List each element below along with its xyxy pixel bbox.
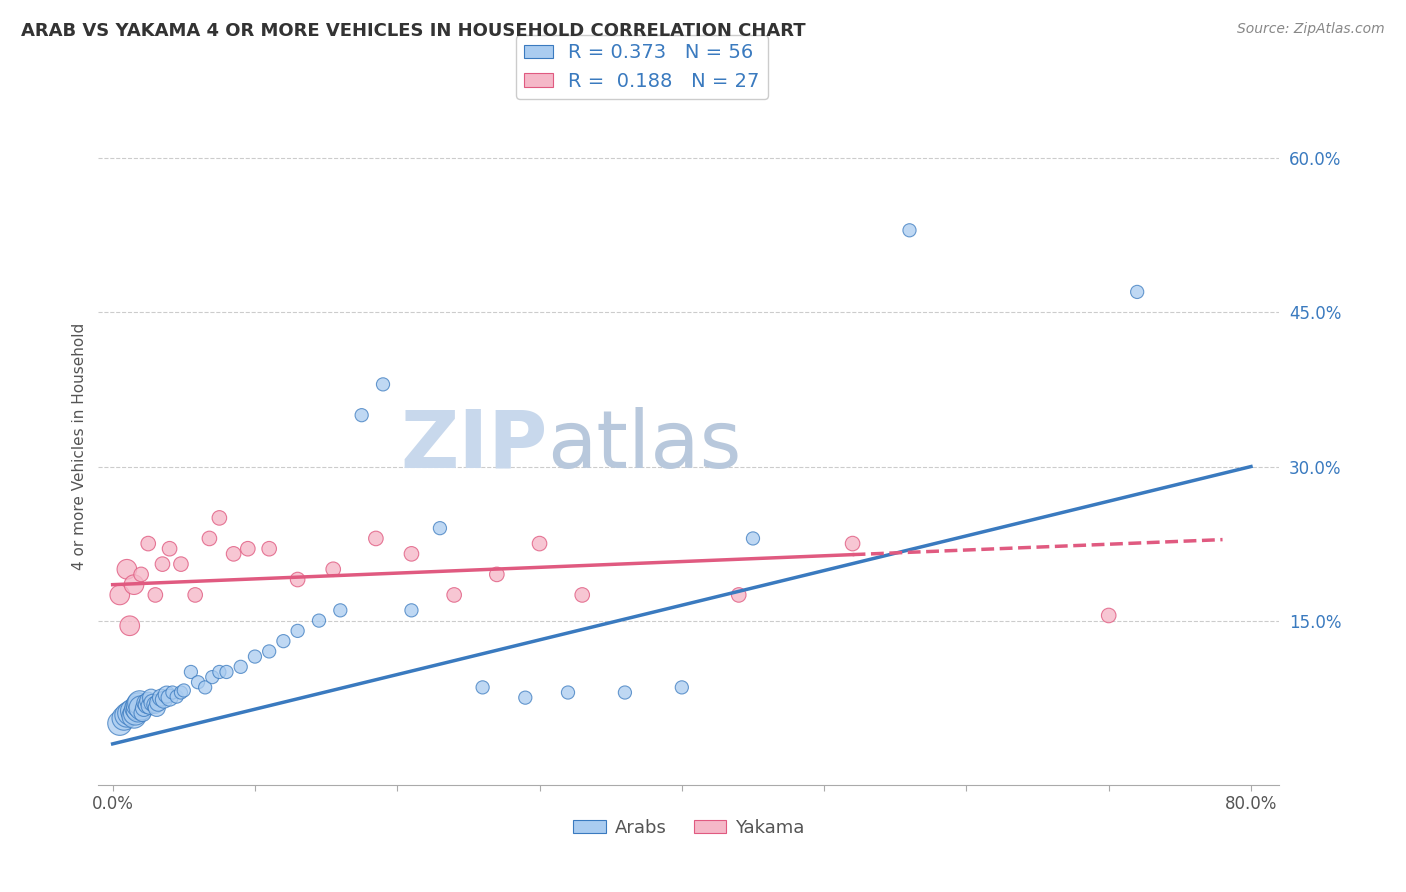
Point	[727, 588, 749, 602]
Point	[236, 541, 259, 556]
Point	[571, 588, 593, 602]
Point	[187, 675, 209, 690]
Point	[273, 634, 295, 648]
Point	[139, 690, 162, 705]
Legend: Arabs, Yakama: Arabs, Yakama	[567, 812, 811, 844]
Point	[170, 557, 193, 571]
Point	[613, 685, 636, 699]
Point	[121, 704, 143, 718]
Point	[159, 690, 181, 705]
Point	[180, 665, 202, 679]
Point	[243, 649, 266, 664]
Point	[128, 696, 150, 710]
Point	[364, 532, 387, 546]
Point	[125, 701, 148, 715]
Point	[143, 588, 166, 602]
Point	[136, 536, 159, 550]
Point	[112, 711, 135, 725]
Point	[229, 660, 252, 674]
Point	[471, 681, 494, 695]
Point	[350, 408, 373, 422]
Point	[159, 541, 181, 556]
Point	[1126, 285, 1149, 299]
Point	[153, 692, 176, 706]
Point	[443, 588, 465, 602]
Point	[208, 665, 231, 679]
Text: Source: ZipAtlas.com: Source: ZipAtlas.com	[1237, 22, 1385, 37]
Text: atlas: atlas	[547, 407, 741, 485]
Point	[371, 377, 394, 392]
Point	[127, 703, 149, 717]
Point	[201, 670, 224, 684]
Point	[136, 694, 159, 708]
Point	[138, 698, 160, 713]
Point	[485, 567, 508, 582]
Point	[1098, 608, 1121, 623]
Point	[208, 511, 231, 525]
Point	[124, 706, 146, 720]
Point	[148, 696, 170, 710]
Point	[257, 644, 280, 658]
Point	[132, 701, 155, 715]
Point	[287, 624, 309, 638]
Point	[108, 716, 131, 731]
Point	[401, 603, 423, 617]
Point	[170, 685, 193, 699]
Point	[150, 690, 173, 705]
Point	[145, 701, 167, 715]
Point	[122, 709, 145, 723]
Point	[184, 588, 207, 602]
Point	[129, 701, 152, 715]
Point	[257, 541, 280, 556]
Y-axis label: 4 or more Vehicles in Household: 4 or more Vehicles in Household	[72, 322, 87, 570]
Point	[118, 619, 141, 633]
Point	[329, 603, 352, 617]
Point	[122, 577, 145, 591]
Point	[131, 706, 153, 720]
Point	[529, 536, 551, 550]
Point	[401, 547, 423, 561]
Point	[515, 690, 537, 705]
Point	[141, 696, 163, 710]
Point	[898, 223, 921, 237]
Point	[135, 698, 157, 712]
Point	[143, 698, 166, 712]
Point	[118, 706, 141, 720]
Point	[222, 547, 245, 561]
Point	[194, 681, 217, 695]
Text: ARAB VS YAKAMA 4 OR MORE VEHICLES IN HOUSEHOLD CORRELATION CHART: ARAB VS YAKAMA 4 OR MORE VEHICLES IN HOU…	[21, 22, 806, 40]
Point	[322, 562, 344, 576]
Point	[134, 696, 156, 710]
Point	[156, 688, 179, 702]
Point	[308, 614, 330, 628]
Point	[127, 698, 149, 712]
Point	[742, 532, 765, 546]
Point	[429, 521, 451, 535]
Text: ZIP: ZIP	[399, 407, 547, 485]
Point	[287, 573, 309, 587]
Point	[129, 567, 152, 582]
Point	[215, 665, 238, 679]
Point	[162, 685, 184, 699]
Point	[108, 588, 131, 602]
Point	[557, 685, 579, 699]
Point	[198, 532, 221, 546]
Point	[841, 536, 863, 550]
Point	[671, 681, 693, 695]
Point	[152, 557, 174, 571]
Point	[115, 562, 138, 576]
Point	[115, 708, 138, 723]
Point	[173, 683, 195, 698]
Point	[166, 690, 188, 704]
